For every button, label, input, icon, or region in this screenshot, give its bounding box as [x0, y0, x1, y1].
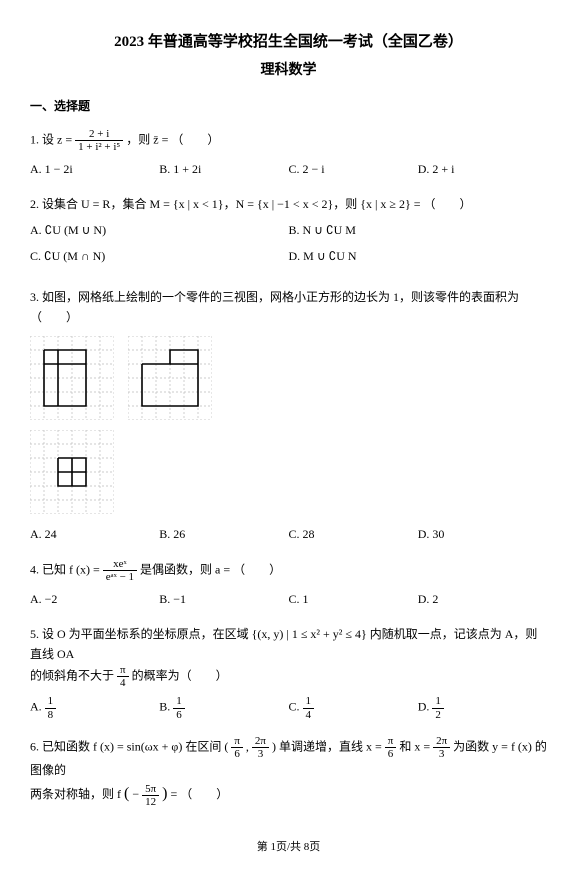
q2-option-a: A. ∁U (M ∪ N) [30, 220, 289, 240]
q5-stem-l2-post: 的概率为（ ） [132, 669, 228, 683]
section-heading: 一、选择题 [30, 97, 547, 114]
question-2: 2. 设集合 U = R，集合 M = {x | x < 1}，N = {x |… [30, 194, 547, 273]
q5-c-pre: C. [289, 700, 303, 714]
q6-int-l: π6 [231, 735, 243, 760]
q5-a-pre: A. [30, 700, 45, 714]
q6-int-r-d: 3 [252, 748, 269, 760]
q5-pi4-d: 4 [117, 677, 129, 689]
q5-stem-l2-pre: 的倾斜角不大于 [30, 669, 117, 683]
q3-option-d: D. 30 [418, 524, 547, 544]
q6-x2-n: 2π [433, 735, 450, 748]
q5-d-n: 1 [432, 695, 444, 708]
q5-d-d: 2 [432, 709, 444, 721]
q6-rparen1: ) [272, 739, 276, 753]
q1-stem-post: ，则 z̄ = （ ） [126, 132, 219, 146]
q5-stem-line1: 5. 设 O 为平面坐标系的坐标原点，在区域 {(x, y) | 1 ≤ x² … [30, 624, 547, 665]
q4-frac-num: xeˣ [103, 558, 137, 571]
q1-fraction: 2 + i 1 + i² + i⁵ [75, 128, 123, 153]
q2-option-b: B. N ∪ ∁U M [289, 220, 548, 240]
q5-option-a: A. 18 [30, 695, 159, 720]
q6-stem-pre: 6. 已知函数 f (x) = sin(ωx + φ) 在区间 [30, 739, 224, 753]
q6-x1: π6 [385, 735, 397, 760]
q1-option-d: D. 2 + i [418, 159, 547, 179]
q5-option-c: C. 14 [289, 695, 418, 720]
q6-arg: 5π12 [142, 783, 159, 808]
question-5: 5. 设 O 为平面坐标系的坐标原点，在区域 {(x, y) | 1 ≤ x² … [30, 624, 547, 721]
q3-diagrams-row2 [30, 430, 547, 514]
q6-int-l-d: 6 [231, 748, 243, 760]
q3-option-a: A. 24 [30, 524, 159, 544]
q2-option-d: D. M ∪ ∁U N [289, 246, 548, 266]
q4-option-b: B. −1 [159, 589, 288, 609]
q6-int-r: 2π3 [252, 735, 269, 760]
q5-c-d: 4 [303, 709, 315, 721]
q1-option-b: B. 1 + 2i [159, 159, 288, 179]
q1-z-eq: z = [57, 132, 75, 146]
q6-x1-n: π [385, 735, 397, 748]
question-3: 3. 如图，网格纸上绘制的一个零件的三视图，网格小正方形的边长为 1，则该零件的… [30, 287, 547, 544]
q1-frac-den: 1 + i² + i⁵ [75, 141, 123, 153]
question-6: 6. 已知函数 f (x) = sin(ωx + φ) 在区间 ( π6 , 2… [30, 735, 547, 808]
q6-arg-n: 5π [142, 783, 159, 796]
q6-x1-d: 6 [385, 748, 397, 760]
q6-minus: − [132, 787, 139, 801]
three-view-2 [128, 336, 212, 420]
page-footer: 第 1页/共 8页 [30, 838, 547, 854]
q4-fraction: xeˣ eᵃˣ − 1 [103, 558, 137, 583]
q2-stem: 2. 设集合 U = R，集合 M = {x | x < 1}，N = {x |… [30, 194, 547, 214]
q3-diagrams [30, 336, 547, 420]
exam-title: 2023 年普通高等学校招生全国统一考试（全国乙卷） [30, 30, 547, 51]
q6-lparen1: ( [224, 739, 228, 753]
subject-title: 理科数学 [30, 59, 547, 79]
q6-x2-d: 3 [433, 748, 450, 760]
q6-mid2: 和 x = [399, 739, 433, 753]
q5-pi4: π 4 [117, 664, 129, 689]
q6-rparen2: ) [162, 785, 167, 802]
q5-option-d: D. 12 [418, 695, 547, 720]
q6-lparen2: ( [124, 785, 129, 802]
q6-arg-d: 12 [142, 796, 159, 808]
q5-b-n: 1 [173, 695, 185, 708]
q5-pi4-n: π [117, 664, 129, 677]
q5-d-pre: D. [418, 700, 433, 714]
q5-c-n: 1 [303, 695, 315, 708]
q3-stem: 3. 如图，网格纸上绘制的一个零件的三视图，网格小正方形的边长为 1，则该零件的… [30, 287, 547, 328]
q4-option-a: A. −2 [30, 589, 159, 609]
q5-b-pre: B. [159, 700, 173, 714]
q1-option-a: A. 1 − 2i [30, 159, 159, 179]
q6-l2-post: = （ ） [171, 787, 229, 801]
q2-option-c: C. ∁U (M ∩ N) [30, 246, 289, 266]
question-4: 4. 已知 f (x) = xeˣ eᵃˣ − 1 是偶函数，则 a = （ ）… [30, 558, 547, 610]
three-view-1 [30, 336, 114, 420]
q3-option-b: B. 26 [159, 524, 288, 544]
q5-option-b: B. 16 [159, 695, 288, 720]
q4-option-d: D. 2 [418, 589, 547, 609]
q4-stem-pre: 4. 已知 f (x) = [30, 562, 103, 576]
q1-frac-num: 2 + i [75, 128, 123, 141]
q3-option-c: C. 28 [289, 524, 418, 544]
q5-a-d: 8 [45, 709, 57, 721]
q6-l2-pre: 两条对称轴，则 f [30, 787, 124, 801]
q5-b-d: 6 [173, 709, 185, 721]
three-view-3 [30, 430, 114, 514]
q5-a-n: 1 [45, 695, 57, 708]
question-1: 1. 设 z = 2 + i 1 + i² + i⁵ ，则 z̄ = （ ） A… [30, 128, 547, 180]
q6-int-l-n: π [231, 735, 243, 748]
q6-mid1: 单调递增，直线 x = [279, 739, 385, 753]
q1-option-c: C. 2 − i [289, 159, 418, 179]
q6-int-r-n: 2π [252, 735, 269, 748]
q1-stem-pre: 1. 设 [30, 132, 57, 146]
q4-frac-den: eᵃˣ − 1 [103, 571, 137, 583]
q6-x2: 2π3 [433, 735, 450, 760]
q4-option-c: C. 1 [289, 589, 418, 609]
q4-stem-post: 是偶函数，则 a = （ ） [140, 562, 281, 576]
